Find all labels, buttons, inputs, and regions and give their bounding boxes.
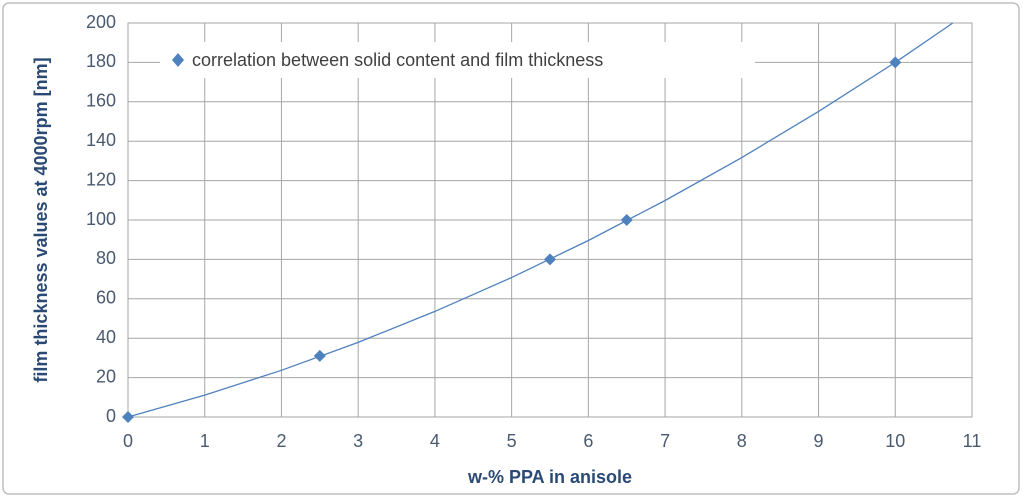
x-tick-label: 10 <box>885 431 905 451</box>
legend-label: correlation between solid content and fi… <box>192 50 603 70</box>
x-tick-label: 5 <box>507 431 517 451</box>
x-tick-label: 8 <box>737 431 747 451</box>
legend-marker <box>172 53 184 67</box>
legend-box <box>160 42 755 78</box>
x-tick-label: 2 <box>276 431 286 451</box>
x-tick-label: 4 <box>430 431 440 451</box>
y-tick-label: 120 <box>86 169 116 189</box>
y-tick-label: 80 <box>96 248 116 268</box>
y-tick-label: 140 <box>86 130 116 150</box>
data-point <box>313 349 326 362</box>
x-tick-label: 0 <box>123 431 133 451</box>
y-tick-label: 0 <box>106 406 116 426</box>
x-tick-label: 7 <box>660 431 670 451</box>
y-tick-label: 60 <box>96 288 116 308</box>
x-tick-label: 6 <box>583 431 593 451</box>
y-tick-label: 100 <box>86 209 116 229</box>
y-tick-label: 40 <box>96 327 116 347</box>
y-axis-label: film thickness values at 4000rpm [nm] <box>31 57 51 382</box>
data-point <box>122 411 134 423</box>
x-tick-label: 9 <box>814 431 824 451</box>
y-tick-label: 160 <box>86 91 116 111</box>
y-tick-label: 200 <box>86 12 116 32</box>
data-point <box>889 56 902 69</box>
x-tick-label: 11 <box>963 431 982 451</box>
y-tick-label: 20 <box>96 366 116 386</box>
data-point <box>544 253 556 266</box>
x-tick-label: 1 <box>200 431 210 451</box>
x-tick-label: 3 <box>353 431 363 451</box>
y-tick-label: 180 <box>86 51 116 71</box>
data-point <box>620 214 633 226</box>
x-axis-label: w-% PPA in anisole <box>467 467 632 487</box>
